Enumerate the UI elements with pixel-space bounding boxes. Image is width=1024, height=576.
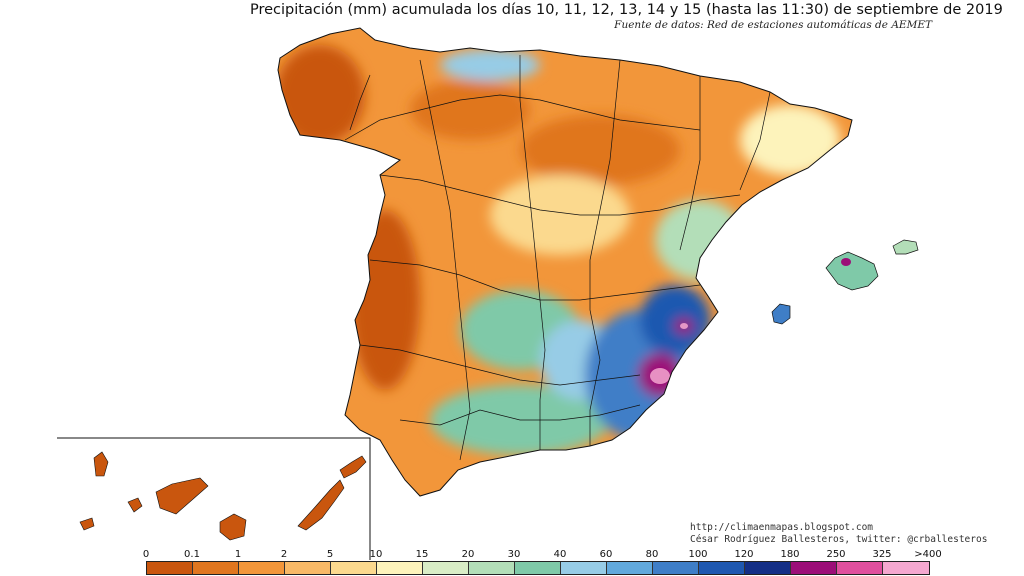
- legend-label: 80: [645, 549, 659, 560]
- legend-label: 180: [780, 549, 800, 560]
- legend-swatch: [883, 562, 929, 574]
- precip-zone-duero: [410, 80, 530, 140]
- credit-url: http://climaenmapas.blogspot.com: [690, 522, 874, 533]
- precip-peak-ontinyent: [680, 323, 688, 329]
- data-source-note: Fuente de datos: Red de estaciones autom…: [614, 19, 932, 31]
- island-lanzarote: [339, 455, 367, 479]
- legend-swatch: [423, 562, 469, 574]
- island-la-palma: [93, 451, 109, 477]
- legend-label: 1: [234, 549, 242, 560]
- legend-label: 120: [734, 549, 754, 560]
- legend-swatch: [653, 562, 699, 574]
- legend-swatch: [607, 562, 653, 574]
- legend-swatch: [745, 562, 791, 574]
- island-mallorca: [825, 251, 879, 291]
- legend-swatch: [331, 562, 377, 574]
- precip-zone-catalonia: [740, 105, 840, 175]
- precip-zone-cantabria: [440, 49, 540, 81]
- precip-zone-east-interior: [655, 200, 745, 280]
- island-tenerife: [155, 477, 209, 515]
- legend-label: 100: [688, 549, 708, 560]
- precip-zone-galicia: [278, 45, 365, 145]
- legend-labels: 0 0.1 1 2 5 10 15 20 30 40 60 80 100 120 180 250 325 >400: [0, 549, 1024, 561]
- map-title: Precipitación (mm) acumulada los días 10…: [250, 2, 1003, 18]
- coastline: [277, 27, 853, 497]
- island-la-gomera: [127, 497, 143, 513]
- precip-zone-valencia: [640, 285, 710, 355]
- legend-label: 15: [415, 549, 429, 560]
- peninsula-outline: [278, 28, 852, 496]
- legend-swatch: [837, 562, 883, 574]
- legend-swatch: [561, 562, 607, 574]
- credit-author: César Rodríguez Ballesteros, twitter: @c…: [690, 534, 988, 545]
- legend-swatch: [469, 562, 515, 574]
- legend-label: 0: [142, 549, 150, 560]
- legend-label: 30: [507, 549, 521, 560]
- legend-swatch: [193, 562, 239, 574]
- island-fuerteventura: [297, 479, 345, 531]
- legend-swatch: [239, 562, 285, 574]
- mallorca-peak: [841, 258, 851, 266]
- legend-label: 10: [369, 549, 383, 560]
- legend-label: 325: [872, 549, 892, 560]
- island-menorca: [892, 239, 919, 255]
- legend-label: 60: [599, 549, 613, 560]
- province-borders: [344, 55, 771, 461]
- legend-color-bar: [146, 561, 930, 575]
- legend-swatch: [147, 562, 193, 574]
- balearic-islands: [771, 239, 919, 325]
- precip-zone-west: [350, 210, 420, 390]
- canary-islands-inset: [57, 437, 371, 560]
- inset-frame: [57, 437, 371, 560]
- legend-swatch: [699, 562, 745, 574]
- island-el-hierro: [79, 517, 95, 531]
- legend-label: 250: [826, 549, 846, 560]
- island-gran-canaria: [219, 513, 247, 541]
- peninsula-map: [277, 27, 853, 497]
- legend-swatch: [285, 562, 331, 574]
- legend-label: 40: [553, 549, 567, 560]
- credit-block: http://climaenmapas.blogspot.com César R…: [690, 522, 987, 546]
- legend-label: >400: [914, 549, 942, 560]
- legend-label: 2: [280, 549, 288, 560]
- legend-swatch: [377, 562, 423, 574]
- legend-swatch: [791, 562, 837, 574]
- legend-label: 5: [326, 549, 334, 560]
- precip-zone-northcentral: [520, 115, 680, 185]
- legend-swatch: [515, 562, 561, 574]
- legend-label: 20: [461, 549, 475, 560]
- legend-label: 0.1: [184, 549, 200, 560]
- precip-peak-orihuela: [650, 368, 670, 384]
- island-ibiza: [771, 303, 791, 325]
